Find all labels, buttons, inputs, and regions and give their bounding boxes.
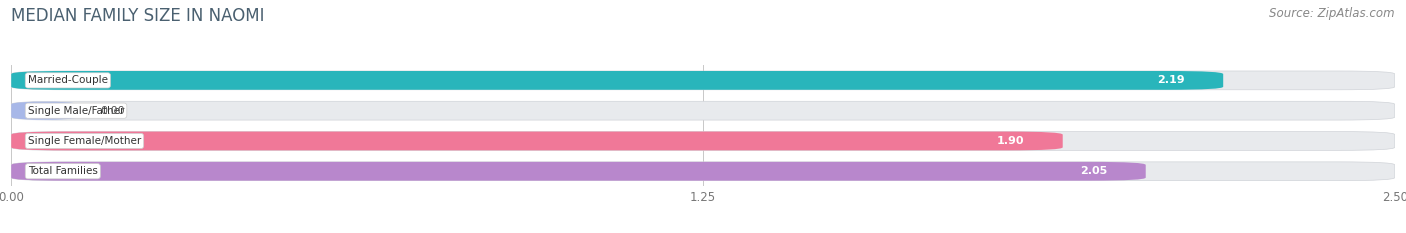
FancyBboxPatch shape: [11, 132, 1063, 150]
Text: Single Female/Mother: Single Female/Mother: [28, 136, 141, 146]
Text: 0.00: 0.00: [100, 106, 124, 116]
Text: MEDIAN FAMILY SIZE IN NAOMI: MEDIAN FAMILY SIZE IN NAOMI: [11, 7, 264, 25]
Text: Total Families: Total Families: [28, 166, 98, 176]
FancyBboxPatch shape: [11, 162, 1146, 181]
Text: 1.90: 1.90: [997, 136, 1024, 146]
FancyBboxPatch shape: [11, 71, 1223, 90]
FancyBboxPatch shape: [11, 162, 1395, 181]
Text: Source: ZipAtlas.com: Source: ZipAtlas.com: [1270, 7, 1395, 20]
Text: 2.05: 2.05: [1080, 166, 1107, 176]
Text: 2.19: 2.19: [1157, 75, 1184, 85]
Text: Single Male/Father: Single Male/Father: [28, 106, 124, 116]
FancyBboxPatch shape: [11, 101, 77, 120]
FancyBboxPatch shape: [11, 71, 1395, 90]
FancyBboxPatch shape: [11, 132, 1395, 150]
FancyBboxPatch shape: [11, 101, 1395, 120]
Text: Married-Couple: Married-Couple: [28, 75, 108, 85]
